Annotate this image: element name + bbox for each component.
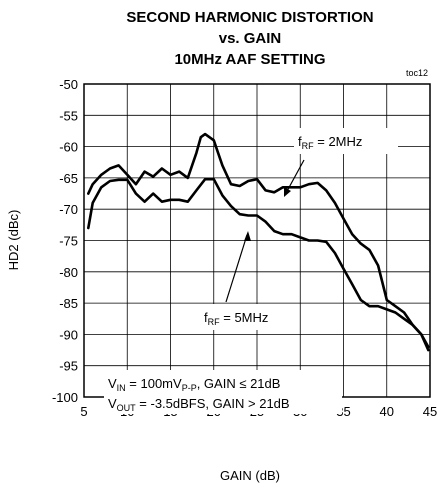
chart-title-line-3: 10MHz AAF SETTING <box>174 51 325 68</box>
y-tick-label: -100 <box>52 390 78 405</box>
y-axis-label: HD2 (dBc) <box>6 210 21 271</box>
y-tick-label: -80 <box>59 265 78 280</box>
arrow-2mhz-head <box>284 187 291 197</box>
x-tick-label: 45 <box>423 404 437 419</box>
arrow-5mhz-head <box>244 231 251 241</box>
y-tick-label: -70 <box>59 202 78 217</box>
label-2mhz: fRF = 2MHz <box>298 134 362 151</box>
figure-tag: toc12 <box>406 68 428 78</box>
label-5mhz: fRF = 5MHz <box>204 310 268 327</box>
series-line-2mhz <box>87 132 430 349</box>
series-line-5mhz <box>87 177 430 352</box>
chart-title-line-1: SECOND HARMONIC DISTORTION <box>126 9 373 26</box>
y-tick-label: -75 <box>59 234 78 249</box>
y-tick-label: -65 <box>59 171 78 186</box>
y-tick-label: -50 <box>59 77 78 92</box>
y-tick-label: -60 <box>59 140 78 155</box>
x-tick-label: 40 <box>380 404 394 419</box>
chart-title-line-2: vs. GAIN <box>219 30 282 47</box>
condition-line-2: VOUT = -3.5dBFS, GAIN > 21dB <box>108 396 290 413</box>
y-tick-label: -55 <box>59 108 78 123</box>
y-tick-label: -95 <box>59 359 78 374</box>
arrow-5mhz <box>225 234 248 303</box>
conditions-bg <box>104 370 342 414</box>
arrow-2mhz <box>285 159 305 194</box>
label-5mhz-bg <box>200 304 290 330</box>
y-tick-label: -90 <box>59 327 78 342</box>
x-axis-label: GAIN (dB) <box>220 468 280 483</box>
condition-line-1: VIN = 100mVP-P, GAIN ≤ 21dB <box>108 376 280 393</box>
x-tick-label: 5 <box>80 404 87 419</box>
y-tick-label: -85 <box>59 296 78 311</box>
series-lines <box>87 132 430 352</box>
label-2mhz-bg <box>294 128 398 154</box>
